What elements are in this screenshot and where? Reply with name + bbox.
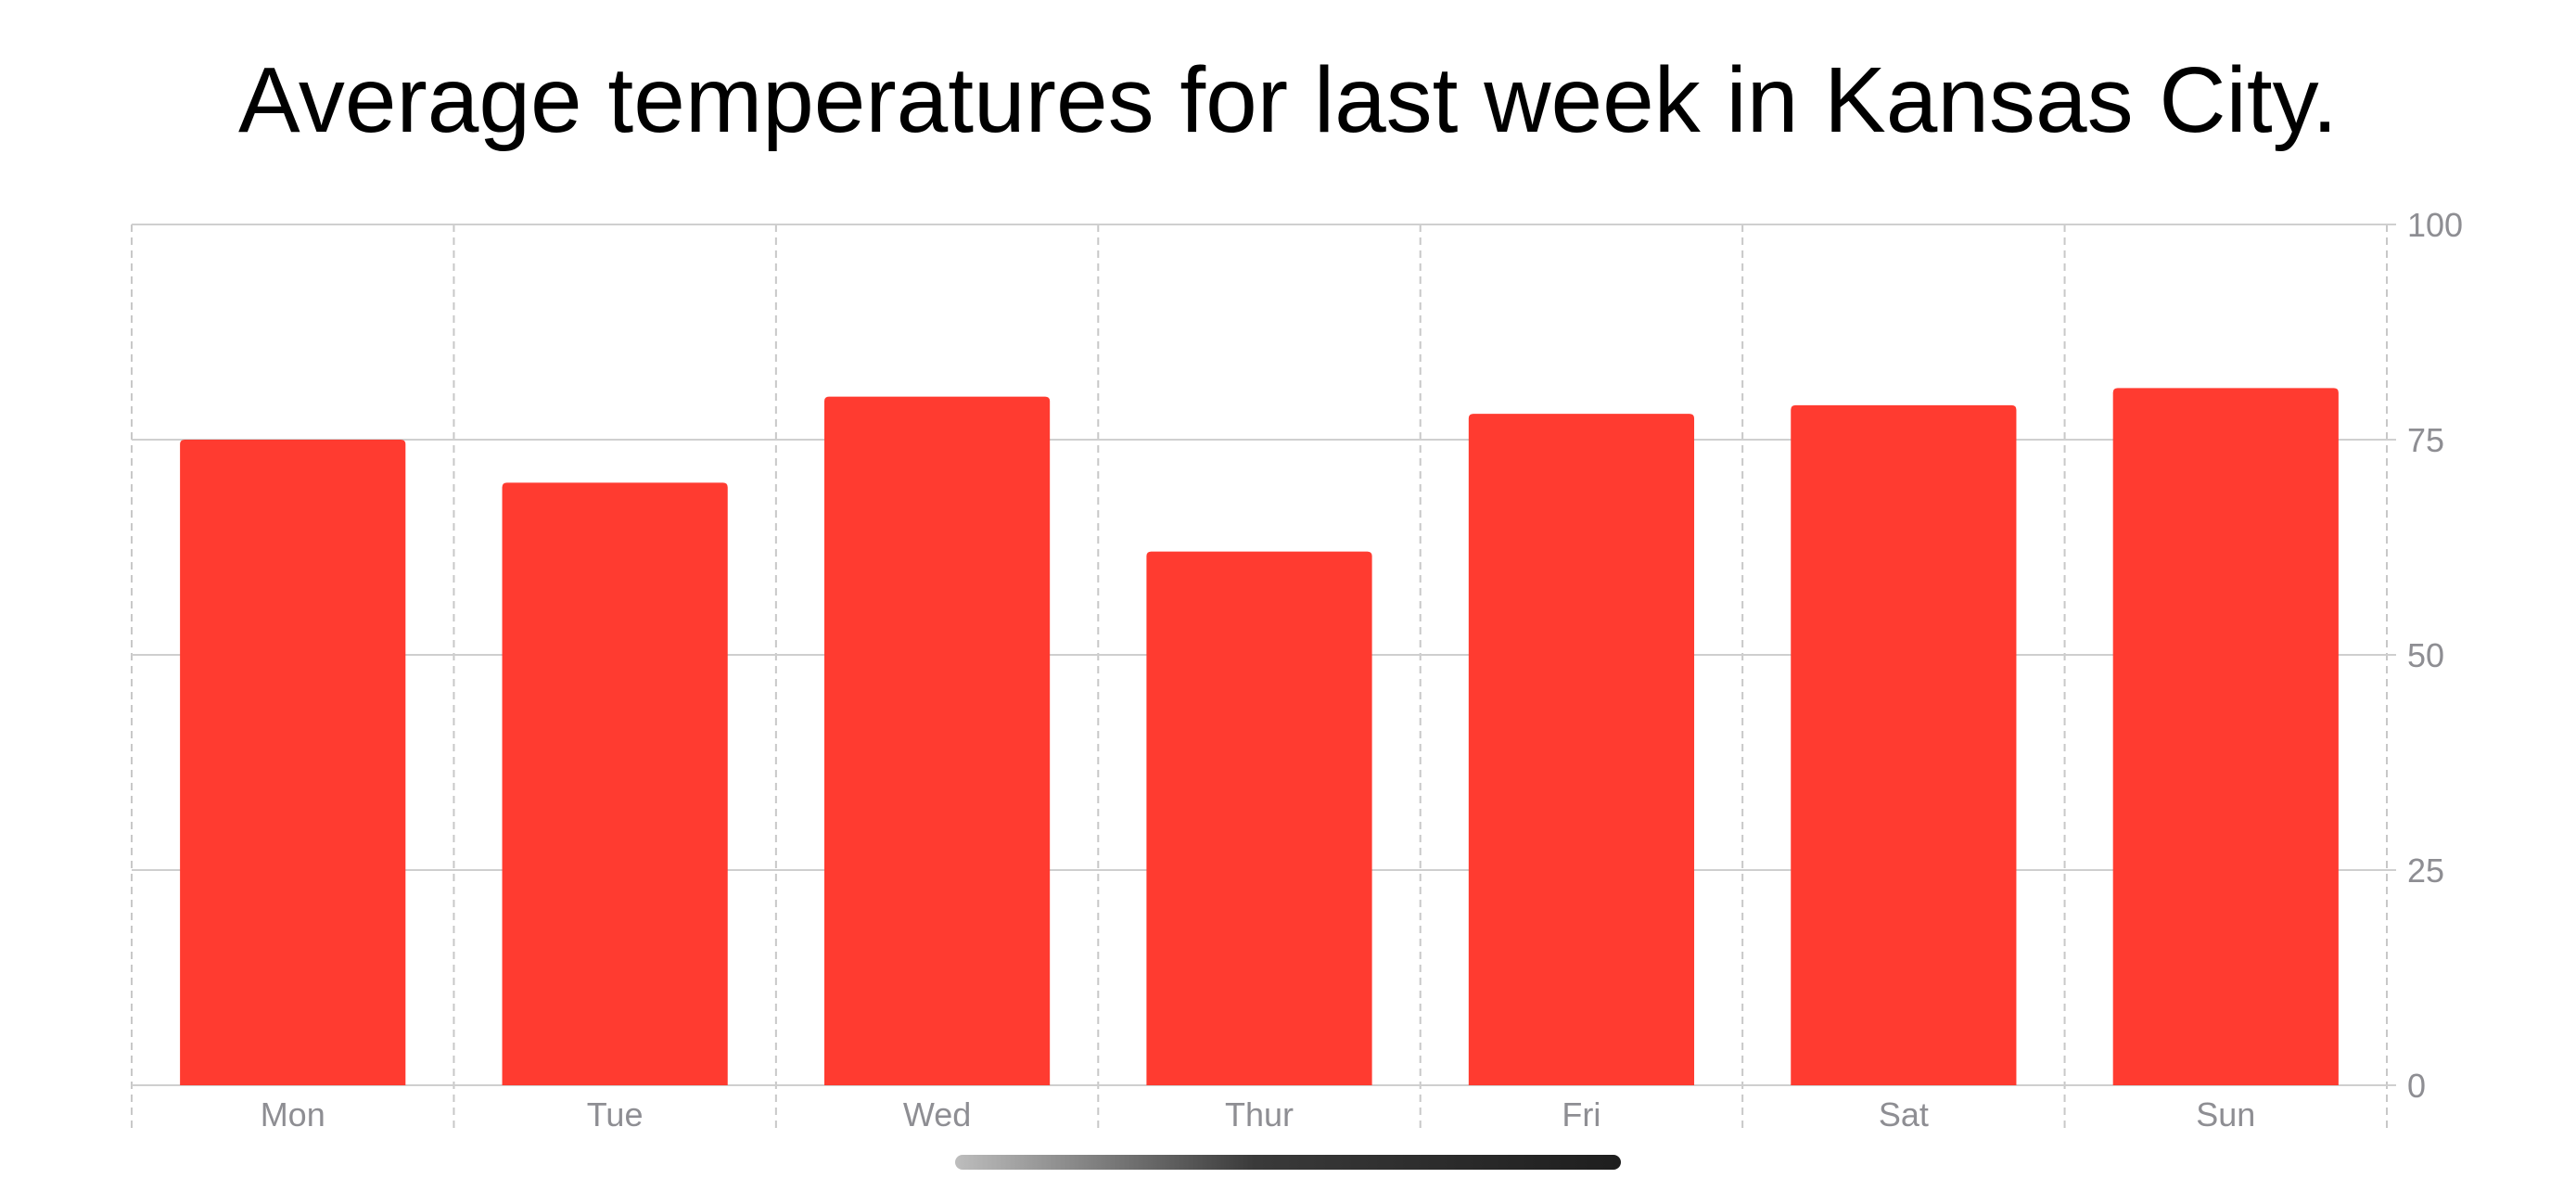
x-tick-label: Sun: [2196, 1095, 2255, 1133]
bar-tue: [502, 482, 728, 1085]
bar-wed: [823, 396, 1051, 1086]
y-tick-label: 25: [2407, 852, 2444, 890]
bar-sat: [1791, 404, 2017, 1085]
x-tick-label: Sat: [1879, 1095, 1929, 1133]
bars: [180, 388, 2339, 1086]
x-tick-label: Wed: [903, 1095, 971, 1133]
y-tick-label: 50: [2407, 636, 2444, 674]
chart-title: Average temperatures for last week in Ka…: [237, 48, 2338, 152]
x-tick-label: Fri: [1562, 1095, 1600, 1133]
axis-labels: 0 25 50 75 100 Mon Tue Wed Thur Fri Sat Sun: [261, 206, 2463, 1133]
bar-thur: [1146, 551, 1372, 1085]
y-tick-label: 0: [2407, 1067, 2426, 1105]
x-tick-label: Thur: [1225, 1095, 1294, 1133]
y-tick-label: 100: [2407, 206, 2463, 244]
y-tick-label: 75: [2407, 421, 2444, 459]
x-tick-label: Mon: [261, 1095, 325, 1133]
x-tick-label: Tue: [587, 1095, 644, 1133]
bar-sun: [2112, 388, 2339, 1085]
bar-fri: [1468, 414, 1695, 1085]
home-indicator[interactable]: [955, 1155, 1621, 1170]
bar-mon: [180, 440, 406, 1085]
